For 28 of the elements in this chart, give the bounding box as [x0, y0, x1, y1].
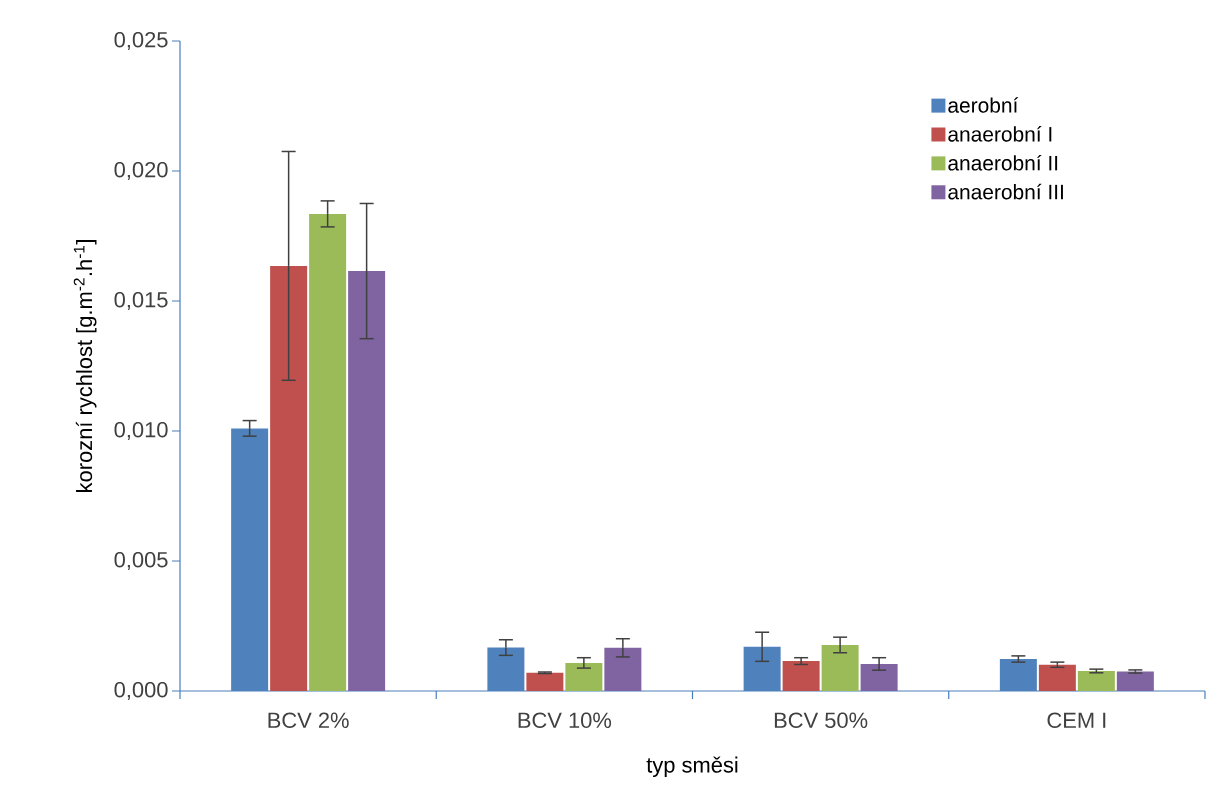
x-tick-label: BCV 50% — [774, 712, 868, 729]
y-tick-label: 0,000 — [114, 681, 168, 701]
y-tick-label: 0,005 — [114, 551, 168, 571]
y-tick-label: 0,015 — [114, 291, 168, 311]
legend-label: anaerobní III — [948, 183, 1063, 200]
bar — [1116, 671, 1154, 691]
bar — [1077, 670, 1115, 691]
y-tick-label: 0,010 — [114, 421, 168, 441]
bar — [1038, 664, 1076, 691]
x-tick-label: CEM I — [1047, 712, 1106, 729]
bar — [782, 661, 820, 691]
y-tick-label: 0,025 — [114, 31, 168, 51]
bar — [821, 644, 859, 691]
x-tick-label: BCV 2% — [268, 712, 349, 729]
bar — [270, 265, 308, 691]
legend-label: aerobní — [948, 97, 1019, 113]
bar — [565, 662, 603, 691]
bar — [309, 213, 347, 691]
legend-label: anaerobní I — [948, 126, 1052, 142]
x-tick-label: BCV 10% — [518, 712, 612, 729]
y-axis-title: korozní rychlost [g.m$^{-2}$.h$^{-1}$] — [73, 240, 97, 492]
x-axis-title: typ směsi — [646, 756, 738, 778]
bar — [860, 663, 898, 691]
y-tick-label: 0,020 — [114, 161, 168, 181]
legend-label: anaerobní II — [948, 154, 1058, 171]
bar — [604, 647, 642, 691]
bar — [526, 672, 564, 691]
bar — [348, 271, 386, 691]
